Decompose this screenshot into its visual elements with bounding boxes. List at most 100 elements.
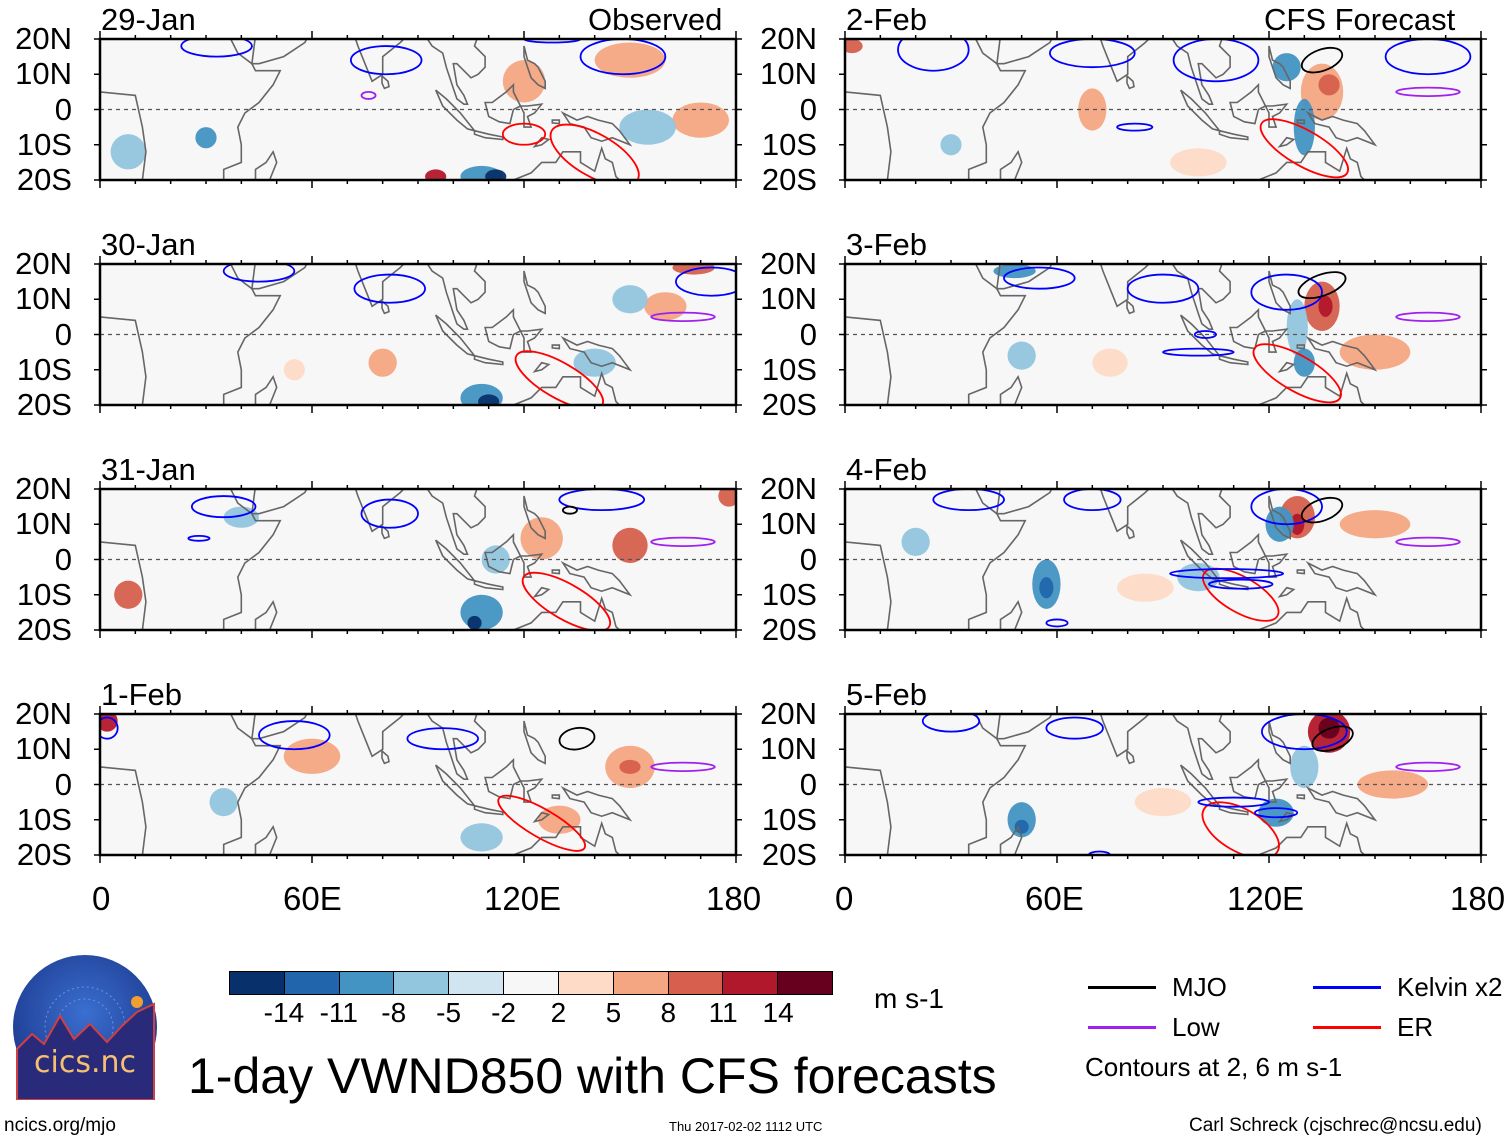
wind-anomaly-shading — [672, 102, 729, 138]
mjo-contour — [1300, 46, 1344, 74]
coastline — [381, 299, 390, 315]
coastline — [1264, 328, 1289, 353]
kelvin-contour — [1003, 266, 1076, 290]
panel-date-2-feb: 2-Feb — [846, 2, 927, 37]
coastline — [519, 103, 544, 128]
map-panel-29-jan — [94, 31, 742, 188]
colorbar-swatch — [393, 972, 449, 994]
coastline — [999, 824, 1023, 855]
colorbar-tick-label: 14 — [762, 997, 794, 1028]
coastline — [532, 136, 551, 148]
lat-label: 0 — [54, 541, 72, 577]
kelvin-contour — [1049, 39, 1136, 69]
mjo-contour — [558, 726, 596, 751]
legend-label: MJO — [1172, 972, 1227, 1002]
wind-anomaly-shading — [1014, 819, 1029, 834]
wind-anomaly-shading — [619, 109, 676, 145]
lat-label: 20N — [15, 471, 72, 506]
panel-date-4-feb: 4-Feb — [846, 452, 927, 487]
coastline — [1277, 361, 1296, 373]
kelvin-contour — [1169, 568, 1285, 580]
kelvin-contour — [406, 727, 479, 751]
legend-line-mjo — [1088, 986, 1156, 989]
coastline — [845, 489, 1027, 630]
wind-anomaly-shading — [283, 738, 341, 774]
lon-label-0-left: 0 — [92, 880, 111, 917]
wind-anomaly-shading — [1318, 295, 1333, 317]
coastline — [1099, 264, 1150, 308]
map-panel-5-feb — [839, 706, 1487, 863]
coastline — [1247, 370, 1366, 405]
lat-label: 20N — [760, 696, 817, 731]
wind-anomaly-shading — [573, 348, 616, 377]
coastline — [1268, 45, 1292, 90]
lat-label: 10S — [16, 126, 72, 162]
wind-anomaly-shading — [1117, 573, 1174, 602]
coastline — [1126, 749, 1135, 765]
forecast-header: CFS Forecast — [1264, 2, 1456, 37]
lat-label: 0 — [799, 316, 817, 352]
colorbar-tick-label: -2 — [491, 997, 516, 1028]
coastline — [434, 89, 477, 133]
low-contour — [650, 536, 716, 548]
kelvin-contour — [258, 720, 331, 751]
coastline — [532, 361, 551, 373]
wind-anomaly-shading — [1134, 788, 1192, 817]
coastline — [100, 39, 282, 180]
coastline — [532, 811, 551, 823]
er-contour — [497, 794, 586, 852]
coastline — [254, 599, 278, 630]
coastline — [502, 595, 621, 630]
lon-label-180-left: 180 — [706, 880, 762, 917]
colorbar-swatch — [722, 972, 778, 994]
legend-line-kelvin-x2 — [1313, 986, 1381, 989]
kelvin-contour — [222, 264, 296, 283]
lat-label: 20S — [16, 387, 72, 422]
wind-anomaly-shading — [1092, 348, 1128, 377]
kelvin-contour — [932, 489, 1005, 512]
coastline — [551, 119, 561, 125]
panel-date-30-jan: 30-Jan — [101, 227, 196, 262]
kelvin-contour — [1045, 618, 1069, 628]
logo-text: cics.nc — [34, 1045, 136, 1080]
colorbar-units: m s-1 — [874, 983, 944, 1014]
coastline — [1305, 110, 1378, 147]
lat-label: 10N — [760, 56, 817, 92]
coastline — [434, 539, 477, 583]
lat-label: 0 — [54, 316, 72, 352]
lat-label: 20S — [761, 162, 817, 197]
wind-anomaly-shading — [1272, 53, 1301, 82]
coastline — [426, 39, 486, 105]
footer-author: Carl Schreck (cjschrec@ncsu.edu) — [1189, 1115, 1482, 1136]
coastline — [532, 586, 551, 598]
low-contour — [650, 311, 716, 323]
colorbar-tick-label: -5 — [436, 997, 462, 1028]
low-contour — [650, 761, 716, 773]
lat-label: 10S — [16, 576, 72, 612]
coastline — [426, 714, 486, 780]
wind-anomaly-shading — [425, 169, 447, 180]
lat-label: 10N — [15, 731, 72, 767]
kelvin-contour — [349, 45, 423, 76]
low-contour — [360, 90, 377, 100]
coastline — [519, 328, 544, 353]
coastline — [1277, 586, 1296, 598]
wind-anomaly-shading — [1339, 334, 1411, 370]
lat-label: 20N — [15, 696, 72, 731]
coastline — [1218, 354, 1249, 366]
coastline — [999, 374, 1023, 405]
map-panel-31-jan — [94, 481, 742, 638]
coastline — [1296, 119, 1306, 125]
kelvin-contour — [897, 39, 970, 72]
er-contour — [514, 350, 604, 405]
coastline — [1218, 804, 1249, 816]
wind-anomaly-shading — [1007, 341, 1036, 370]
kelvin-contour — [360, 498, 419, 529]
coastline — [845, 264, 1027, 405]
kelvin-contour — [1045, 716, 1104, 740]
coastline — [254, 149, 278, 180]
kelvin-contour — [180, 39, 253, 58]
coastline — [426, 264, 486, 330]
wind-anomaly-shading — [1039, 577, 1054, 599]
kelvin-contour — [1253, 807, 1299, 819]
